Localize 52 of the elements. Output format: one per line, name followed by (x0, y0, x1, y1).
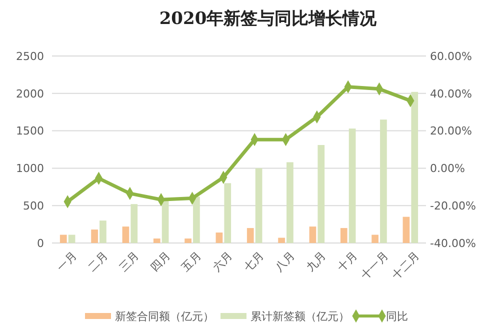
legend-label: 累计新签额（亿元） (250, 310, 350, 323)
bar (318, 145, 325, 243)
bar (372, 234, 378, 243)
chart-title: 2020年新签与同比增长情况 (159, 9, 378, 29)
bar (68, 234, 76, 243)
bar (162, 200, 169, 243)
x-tick-label: 三月 (116, 249, 142, 274)
x-tick-label: 十月 (334, 249, 360, 274)
bar (278, 238, 285, 243)
bar (91, 230, 98, 243)
x-tick-label: 十一月 (358, 249, 391, 282)
x-tick-label: 九月 (304, 249, 328, 274)
y2-tick-label: 20.00% (430, 124, 472, 138)
x-tick-label: 一月 (54, 249, 80, 274)
bar (246, 228, 254, 243)
x-tick-label: 五月 (179, 249, 204, 274)
legend-label: 新签合同额（亿元） (115, 310, 214, 323)
bar (411, 92, 418, 243)
bar (100, 220, 106, 243)
bar (130, 204, 138, 243)
bar (402, 216, 410, 243)
y2-tick-label: -20.00% (430, 199, 476, 212)
bar (122, 226, 130, 243)
x-tick-label: 八月 (272, 249, 298, 274)
y2-tick-label: 40.00% (430, 87, 472, 100)
y-tick-label: 0 (37, 236, 44, 250)
x-tick-label: 二月 (86, 249, 110, 274)
bar (340, 228, 348, 243)
legend-label: 同比 (386, 310, 408, 323)
y2-tick-label: 0.00% (430, 162, 465, 176)
bar (184, 238, 192, 243)
bar (153, 238, 160, 243)
bar (193, 196, 200, 243)
bar (224, 183, 232, 243)
x-tick-label: 六月 (210, 249, 235, 274)
y-tick-label: 2000 (16, 87, 44, 100)
bar (380, 120, 387, 243)
y-tick-label: 1500 (16, 124, 44, 138)
y-tick-label: 500 (23, 199, 44, 212)
bar (60, 234, 67, 243)
bar (255, 168, 262, 243)
y-tick-label: 2500 (16, 50, 44, 63)
bar (286, 162, 294, 243)
y2-tick-label: -40.00% (430, 236, 476, 250)
bar (216, 232, 223, 243)
y-tick-label: 1000 (16, 162, 44, 176)
x-tick-label: 七月 (241, 249, 266, 274)
bar (348, 128, 356, 243)
x-tick-label: 四月 (148, 249, 173, 274)
y2-tick-label: 60.00% (430, 50, 472, 63)
bar (309, 226, 316, 243)
x-tick-label: 十二月 (389, 249, 422, 282)
